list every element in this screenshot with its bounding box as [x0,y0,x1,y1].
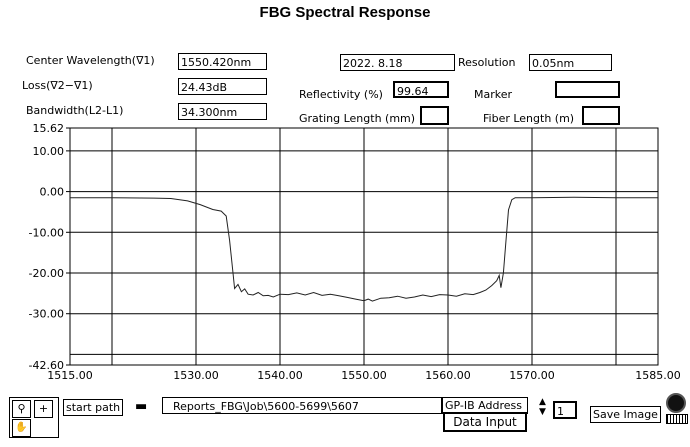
graph-palette: ⚲ + ✋ [9,397,59,438]
loss-label: Loss(∇2−∇1) [22,79,93,92]
crosshair-icon[interactable]: + [34,400,53,418]
data-input-button[interactable]: Data Input [443,412,527,432]
grating-length-label: Grating Length (mm) [299,112,416,125]
reflectivity-field[interactable]: 99.64 [393,81,449,98]
fiber-length-field[interactable] [582,106,620,125]
bandwidth-field[interactable]: 34.300nm [178,103,267,120]
y-tick-label: -42.60 [29,359,64,372]
x-tick-label: 1540.00 [257,369,303,382]
date-field[interactable]: 2022. 8.18 [340,54,455,71]
x-tick-label: 1530.00 [173,369,219,382]
spectrum-chart: 15.62 10.00 0.00 -10.00 -20.00 -30.00 -42.60 1… [29,122,681,382]
x-tick-labels: 1515.00 1530.00 1540.00 1550.00 1560.00 1570.… [47,369,681,382]
save-image-button[interactable]: Save Image [590,406,661,423]
y-tick-label: -20.00 [29,267,64,280]
zoom-icon[interactable]: ⚲ [12,400,31,418]
pan-hand-icon[interactable]: ✋ [12,419,31,437]
page-title: FBG Spectral Response [259,4,431,21]
gpib-address-field[interactable]: 1 [553,401,577,419]
increment-decrement-icon[interactable]: ▲ ▼ [539,397,546,417]
start-path-button[interactable]: start path [63,399,124,416]
path-field[interactable]: Reports_FBG\Job\5600-5699\5607 [162,397,442,414]
folder-icon[interactable]: ▬ [135,399,148,414]
loss-field[interactable]: 24.43dB [178,78,267,95]
y-tick-label: -10.00 [29,226,64,239]
reflectivity-label: Reflectivity (%) [299,88,383,101]
bandwidth-label: Bandwidth(L2-L1) [26,104,124,117]
y-tick-label: 0.00 [40,186,65,199]
resolution-field[interactable]: 0.05nm [529,54,612,71]
x-tick-label: 1560.00 [425,369,471,382]
center-wavelength-field[interactable]: 1550.420nm [178,53,267,70]
marker-label: Marker [474,88,513,101]
ruler-icon [666,414,688,424]
grating-length-field[interactable] [420,106,449,125]
y-tick-label: 15.62 [33,122,65,135]
y-tick-labels: 15.62 10.00 0.00 -10.00 -20.00 -30.00 -42.60 [29,122,70,372]
gpib-address-label: GP-IB Address [442,397,528,414]
spectrum-line [70,196,658,302]
resolution-label: Resolution [458,56,516,69]
marker-field[interactable] [555,81,620,98]
center-wavelength-label: Center Wavelength(∇1) [26,54,155,67]
y-tick-label: -30.00 [29,308,64,321]
x-tick-label: 1585.00 [635,369,681,382]
y-tick-label: 10.00 [33,145,65,158]
x-tick-label: 1515.00 [47,369,93,382]
stop-knob-icon[interactable] [666,393,686,413]
x-tick-label: 1550.00 [341,369,387,382]
grid [70,128,658,365]
fiber-length-label: Fiber Length (m) [483,112,575,125]
x-tick-label: 1570.00 [509,369,555,382]
plot-frame [69,127,659,366]
